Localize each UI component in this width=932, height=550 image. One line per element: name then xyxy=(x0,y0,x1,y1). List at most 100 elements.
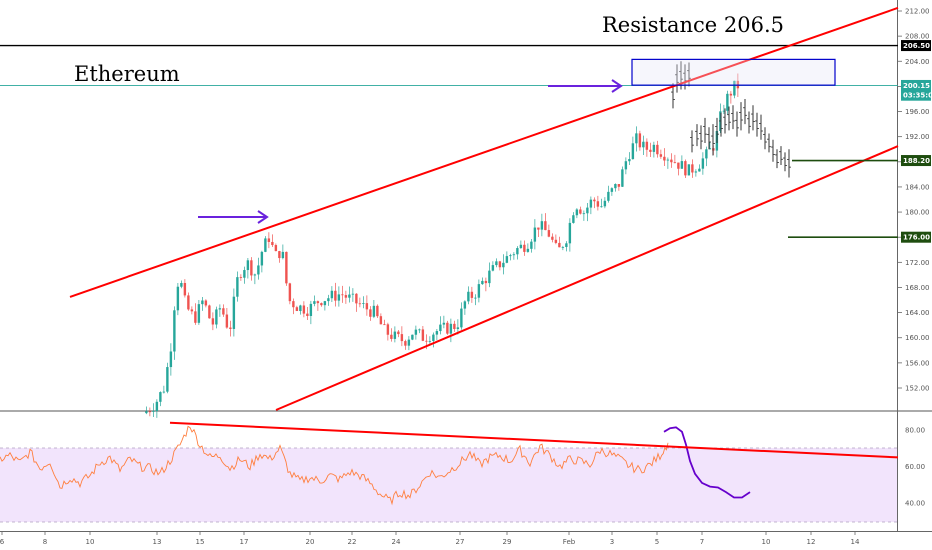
candle xyxy=(610,187,614,196)
candle xyxy=(155,399,159,418)
candle xyxy=(533,219,537,250)
candle xyxy=(575,208,579,219)
resistance-annotation: Resistance 206.5 xyxy=(602,13,784,37)
projection-candle xyxy=(767,133,771,153)
time-tick-label: 24 xyxy=(392,538,401,546)
candle xyxy=(684,159,687,178)
price-tick-label: 204.00 xyxy=(905,58,930,66)
candle xyxy=(488,262,491,288)
candle xyxy=(316,300,320,311)
rsi-tick-label: 60.00 xyxy=(905,463,925,471)
candle xyxy=(617,184,621,191)
candle xyxy=(309,300,313,325)
candle xyxy=(421,326,425,342)
arrow-right-icon xyxy=(198,210,269,224)
candle xyxy=(579,206,582,215)
candle xyxy=(169,343,173,376)
candle xyxy=(229,320,232,337)
candle xyxy=(726,90,729,115)
candle xyxy=(439,316,442,335)
candle xyxy=(190,306,194,315)
time-tick-label: 12 xyxy=(807,538,816,546)
candle xyxy=(414,325,418,340)
candle xyxy=(246,257,250,279)
price-tick-label: 160.00 xyxy=(905,334,930,342)
price-tick-label: 172.00 xyxy=(905,259,930,267)
projection-candle xyxy=(771,139,775,162)
candle xyxy=(694,169,698,177)
candle xyxy=(596,195,600,211)
price-tick-label: 164.00 xyxy=(905,309,930,317)
candle xyxy=(733,80,736,99)
candle xyxy=(390,328,393,342)
candle xyxy=(250,257,253,281)
candle xyxy=(281,244,285,260)
candle xyxy=(512,252,516,260)
candle xyxy=(652,141,656,158)
price-tag: 176.00 xyxy=(901,231,931,243)
rsi-axis: 80.00 60.00 40.00 xyxy=(905,427,925,508)
projection-candle xyxy=(787,149,791,178)
candle xyxy=(306,306,309,320)
rsi-projection xyxy=(663,426,751,499)
candle xyxy=(638,130,642,151)
candle xyxy=(698,164,701,172)
candle xyxy=(673,154,677,164)
projection-candle xyxy=(783,152,787,172)
candle xyxy=(253,273,257,285)
candle xyxy=(369,306,372,321)
time-tick-label: 8 xyxy=(43,538,47,546)
projection-candle xyxy=(743,98,747,125)
candle xyxy=(526,243,530,253)
candle xyxy=(680,155,684,169)
time-tick-label: 17 xyxy=(240,538,249,546)
price-tick-label: 208.00 xyxy=(905,33,930,41)
candlestick-series xyxy=(145,73,740,418)
projection-candle xyxy=(723,108,727,134)
candle xyxy=(631,136,635,160)
candle xyxy=(565,241,568,252)
candle xyxy=(327,294,330,306)
candle xyxy=(589,196,593,215)
candle xyxy=(470,286,474,303)
candle xyxy=(600,198,603,208)
candle xyxy=(540,213,544,237)
candle xyxy=(649,142,652,157)
rsi-trend-line xyxy=(169,421,899,459)
candle xyxy=(677,162,680,176)
price-tag: 03:35:00 xyxy=(901,89,932,101)
rsi-band xyxy=(0,448,898,522)
candle xyxy=(323,300,327,311)
candle xyxy=(386,322,390,341)
candle xyxy=(222,304,225,317)
chart-title: Ethereum xyxy=(74,62,180,86)
candle xyxy=(320,302,323,307)
candle xyxy=(344,290,348,304)
candle xyxy=(691,159,694,178)
upper-channel-line xyxy=(69,6,899,298)
candle xyxy=(372,300,376,319)
candle xyxy=(603,197,607,209)
candle xyxy=(663,148,666,166)
resistance-zone-box xyxy=(631,58,836,86)
candle xyxy=(204,299,208,308)
candle xyxy=(211,312,215,331)
candle xyxy=(701,152,705,175)
projection-candle xyxy=(759,114,763,140)
price-tag-label: 176.00 xyxy=(903,234,930,242)
projection-candle xyxy=(715,117,719,143)
price-tag-label: 03:35:00 xyxy=(903,92,932,100)
candle xyxy=(572,212,575,224)
candle xyxy=(628,152,631,165)
candle xyxy=(544,213,547,231)
projection-candle xyxy=(690,130,694,153)
candle xyxy=(383,319,386,326)
candle xyxy=(243,266,246,284)
candle xyxy=(148,407,152,417)
candle xyxy=(561,245,565,251)
time-tick-label: 15 xyxy=(196,538,205,546)
candle xyxy=(348,286,351,303)
price-tick-label: 180.00 xyxy=(905,209,930,217)
projection-candle xyxy=(695,124,699,147)
time-axis: 6 8 10 13 15 17 20 22 24 27 29 Feb 3 5 7 10 12 14 xyxy=(0,531,860,546)
